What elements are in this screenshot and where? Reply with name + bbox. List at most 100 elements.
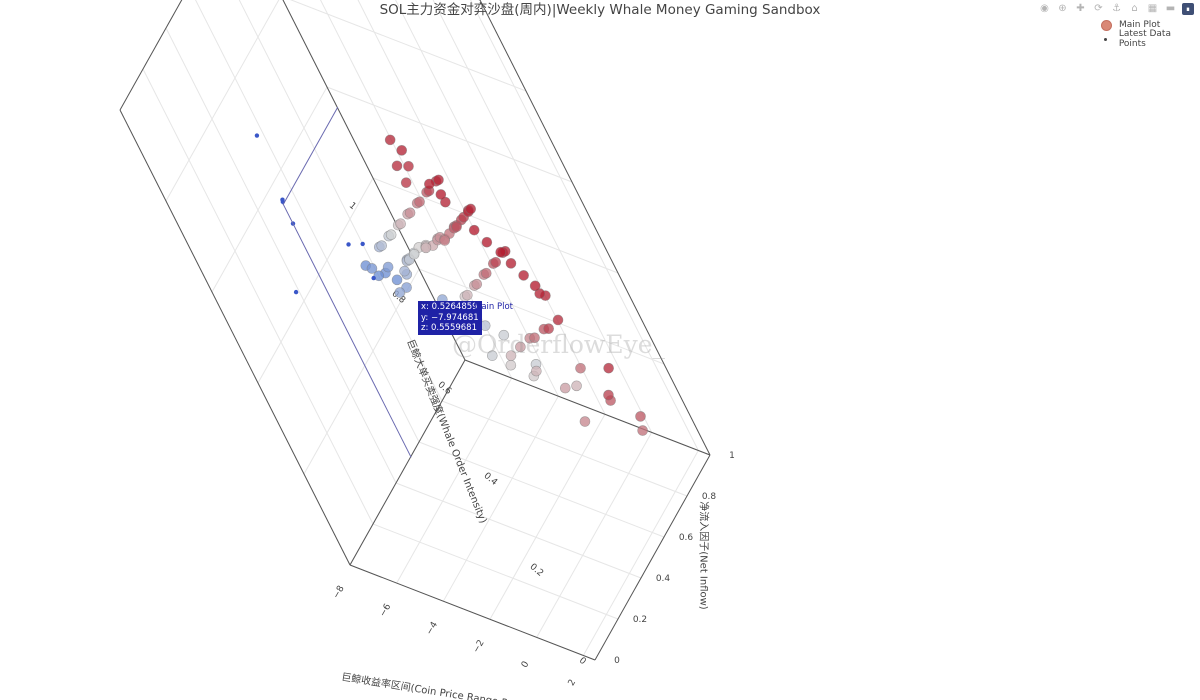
side-grid-z bbox=[165, 0, 280, 202]
main-plot-point bbox=[515, 341, 526, 353]
floor-grid-x bbox=[489, 414, 606, 620]
wall-grid-x bbox=[432, 0, 653, 433]
legend: Main Plot Latest Data Points bbox=[1097, 18, 1200, 49]
side-grid-z bbox=[257, 177, 374, 384]
main-plot-point bbox=[637, 425, 648, 436]
legend-item-latest-data-points[interactable]: Latest Data Points bbox=[1097, 29, 1200, 49]
axis-edge bbox=[119, 0, 183, 111]
main-plot-point bbox=[603, 362, 614, 374]
home-icon[interactable]: ⌂ bbox=[1131, 3, 1138, 14]
main-plot-point bbox=[468, 224, 480, 236]
side-grid-y bbox=[165, 27, 397, 484]
x-tick-label: −4 bbox=[425, 620, 440, 637]
side-grid-y bbox=[195, 0, 420, 443]
floor-grid-y bbox=[418, 441, 665, 538]
main-plot-point bbox=[490, 256, 502, 268]
side-grid-y bbox=[238, 0, 443, 402]
main-plot-point bbox=[481, 236, 493, 248]
x-tick-label: 2 bbox=[567, 678, 579, 688]
hover-tooltip: x: 0.5264859 y: −7.974681 z: 0.5559681 M… bbox=[418, 301, 513, 335]
main-plot-point bbox=[529, 280, 541, 292]
latest-data-point bbox=[254, 133, 260, 138]
latest-data-point bbox=[371, 275, 376, 281]
main-plot-point bbox=[495, 246, 506, 258]
turntable-icon[interactable]: ⚓ bbox=[1112, 3, 1121, 14]
main-plot-point bbox=[400, 177, 412, 188]
axis-edge bbox=[594, 454, 711, 661]
axis-edge bbox=[349, 359, 466, 566]
x-tick-label: −8 bbox=[331, 584, 346, 601]
small-dot-icon bbox=[1104, 37, 1108, 41]
main-plot-point bbox=[552, 314, 564, 326]
pan-icon[interactable]: ✚ bbox=[1076, 3, 1085, 14]
legend-label: Main Plot bbox=[1119, 20, 1161, 30]
reset-camera-icon[interactable]: ▦ bbox=[1147, 3, 1158, 14]
floor-grid-x bbox=[396, 377, 513, 584]
main-plot-point bbox=[635, 411, 646, 422]
main-plot-point bbox=[382, 261, 394, 273]
main-plot-point bbox=[505, 359, 517, 371]
main-plot-point bbox=[471, 278, 483, 290]
z-axis-title: 巨鲸大单买卖强度(Whale Order Intensity) bbox=[404, 337, 490, 525]
z-tick-label: 1 bbox=[347, 201, 358, 212]
latest-data-point bbox=[280, 197, 285, 202]
hover-x: x: 0.5264859 bbox=[421, 302, 478, 312]
large-circle-icon bbox=[1100, 19, 1112, 31]
plotly-logo-icon[interactable]: ∎ bbox=[1182, 2, 1194, 15]
main-plot-point bbox=[373, 270, 385, 282]
main-plot-point bbox=[505, 350, 517, 361]
main-plot-point bbox=[531, 365, 542, 377]
main-plot-point bbox=[414, 196, 425, 208]
floor-grid-y bbox=[441, 400, 688, 497]
main-plot-point bbox=[465, 203, 477, 215]
hover-spike-z bbox=[282, 204, 412, 458]
main-plot-point bbox=[543, 323, 554, 334]
floor-grid-x bbox=[536, 432, 653, 638]
main-plot-point bbox=[498, 329, 510, 341]
z-tick-label: 0.4 bbox=[482, 471, 500, 488]
main-plot-point bbox=[385, 229, 397, 240]
hover-box: x: 0.5264859 y: −7.974681 z: 0.5559681 bbox=[418, 301, 482, 335]
main-plot-point bbox=[384, 134, 396, 146]
main-plot-point bbox=[433, 174, 444, 186]
y-axis-title: 净流入因子(Net Inflow) bbox=[698, 501, 711, 610]
x-tick-label: −2 bbox=[471, 638, 486, 655]
main-plot-point bbox=[518, 270, 529, 281]
wall-grid-z bbox=[418, 268, 665, 365]
main-plot-point bbox=[486, 350, 498, 361]
main-plot-point bbox=[394, 287, 406, 298]
y-tick-label: 0.2 bbox=[633, 615, 647, 625]
camera-icon[interactable]: ◉ bbox=[1040, 3, 1049, 14]
main-plot-point bbox=[579, 416, 591, 427]
hover-spike-y bbox=[282, 107, 339, 205]
floor-grid-x bbox=[582, 450, 699, 656]
main-plot-point bbox=[529, 332, 540, 344]
floor-grid-x bbox=[442, 395, 559, 602]
side-grid-z bbox=[211, 86, 328, 293]
main-plot-point bbox=[403, 160, 414, 172]
x-tick-label: −6 bbox=[378, 602, 393, 619]
main-plot-point bbox=[505, 258, 517, 269]
axis-edge bbox=[119, 109, 351, 566]
main-plot-point bbox=[396, 145, 408, 156]
floor-grid-y bbox=[395, 482, 642, 579]
main-plot-point bbox=[462, 289, 473, 301]
latest-data-point bbox=[346, 242, 351, 247]
orbit-icon[interactable]: ⟳ bbox=[1094, 3, 1103, 14]
zoom-icon[interactable]: ⊕ bbox=[1058, 3, 1067, 14]
wall-grid-x bbox=[357, 0, 559, 397]
main-plot-point bbox=[559, 382, 571, 394]
wall-grid-x bbox=[395, 0, 606, 415]
hover-y: y: −7.974681 bbox=[421, 312, 479, 323]
main-plot-point bbox=[391, 274, 403, 286]
floor-grid-y bbox=[372, 523, 619, 620]
main-plot-point bbox=[480, 267, 492, 279]
wall-grid-z bbox=[326, 86, 573, 183]
main-plot-point bbox=[408, 248, 420, 260]
main-plot-point bbox=[366, 263, 378, 274]
x-tick-label: 0 bbox=[520, 660, 532, 670]
legend-item-main-plot[interactable]: Main Plot bbox=[1097, 18, 1200, 32]
spike-lines-icon[interactable]: ▬ bbox=[1165, 3, 1176, 14]
chart-title: SOL主力资金对弈沙盘(周内)|Weekly Whale Money Gamin… bbox=[379, 2, 821, 18]
